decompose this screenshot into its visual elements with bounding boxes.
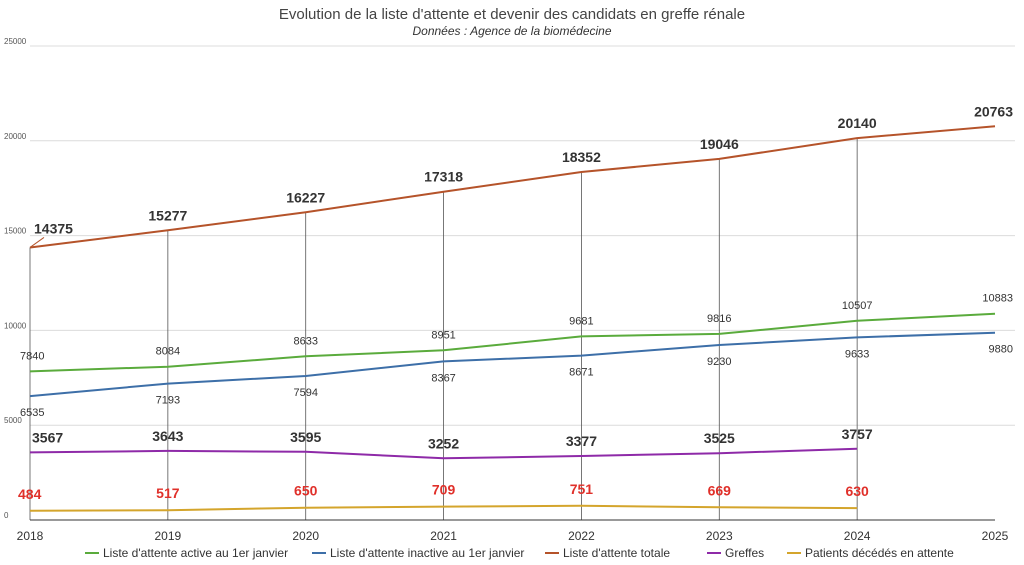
- x-tick-label: 2022: [568, 529, 595, 543]
- data-label: 8084: [156, 346, 180, 358]
- data-label: 669: [708, 482, 732, 498]
- data-label: 709: [432, 482, 456, 498]
- y-tick-label: 25000: [4, 37, 27, 46]
- series-group: [29, 125, 996, 512]
- data-label: 3643: [152, 428, 183, 444]
- data-label: 9633: [845, 348, 869, 360]
- y-tick-label: 5000: [4, 416, 22, 425]
- data-label: 484: [18, 486, 42, 502]
- legend-entry: Liste d'attente totale: [563, 546, 670, 560]
- y-tick-label: 0: [4, 511, 9, 520]
- drop-lines: [29, 138, 858, 520]
- data-label: 19046: [700, 136, 739, 152]
- chart-title: Evolution de la liste d'attente et deven…: [279, 6, 745, 23]
- label-leader: [29, 237, 45, 248]
- legend-entry: Liste d'attente active au 1er janvier: [103, 546, 288, 560]
- data-label: 9681: [569, 315, 593, 327]
- data-label: 9230: [707, 356, 731, 368]
- y-tick-label: 15000: [4, 227, 27, 236]
- data-label: 650: [294, 483, 318, 499]
- data-label: 3377: [566, 433, 597, 449]
- data-labels: 7840 8084 8633 8951 9681 9816 10507 10883 6535 71…: [18, 103, 1013, 501]
- data-label: 8633: [293, 335, 317, 347]
- legend-entry: Liste d'attente inactive au 1er janvier: [330, 546, 524, 560]
- series-line: [29, 447, 858, 460]
- data-label: 14375: [34, 220, 73, 236]
- y-tick-label: 20000: [4, 132, 27, 141]
- data-label: 20763: [974, 103, 1013, 119]
- data-label: 3567: [32, 429, 63, 445]
- x-tick-label: 2021: [430, 529, 457, 543]
- series-line: [29, 331, 996, 398]
- data-label: 20140: [838, 115, 877, 131]
- x-tick-label: 2018: [17, 529, 44, 543]
- data-label: 517: [156, 485, 180, 501]
- data-label: 3525: [704, 430, 735, 446]
- series-line: [29, 125, 996, 249]
- data-label: 751: [570, 481, 594, 497]
- legend-entry: Patients décédés en attente: [805, 546, 954, 560]
- data-label: 10507: [842, 300, 873, 312]
- series-line: [29, 504, 858, 512]
- x-tick-label: 2019: [155, 529, 182, 543]
- data-label: 9816: [707, 313, 731, 325]
- x-tick-label: 2023: [706, 529, 733, 543]
- legend-entry: Greffes: [725, 546, 764, 560]
- x-tick-label: 2025: [982, 529, 1009, 543]
- x-tick-label: 2024: [844, 529, 871, 543]
- data-label: 3252: [428, 435, 459, 451]
- data-label: 8367: [431, 372, 455, 384]
- data-label: 6535: [20, 407, 44, 419]
- legend: Liste d'attente active au 1er janvier Lis…: [85, 546, 954, 560]
- chart-subtitle: Données : Agence de la biomédecine: [412, 24, 611, 38]
- data-label: 15277: [148, 207, 187, 223]
- grid: [30, 45, 1015, 426]
- axes: 0 5000 10000 15000 20000 25000 2018 2019 2020 202…: [4, 37, 1009, 543]
- data-label: 8951: [431, 329, 455, 341]
- x-tick-label: 2020: [292, 529, 319, 543]
- data-label: 18352: [562, 149, 601, 165]
- data-label: 3757: [842, 426, 873, 442]
- data-label: 17318: [424, 169, 463, 185]
- data-label: 7594: [293, 387, 317, 399]
- data-label: 16227: [286, 189, 325, 205]
- data-label: 3595: [290, 429, 321, 445]
- data-label: 7840: [20, 350, 44, 362]
- series-line: [29, 312, 996, 373]
- data-label: 10883: [982, 293, 1013, 305]
- y-tick-label: 10000: [4, 321, 27, 330]
- data-label: 9880: [989, 344, 1013, 356]
- data-label: 7193: [156, 395, 180, 407]
- data-label: 630: [845, 483, 869, 499]
- data-label: 8671: [569, 367, 593, 379]
